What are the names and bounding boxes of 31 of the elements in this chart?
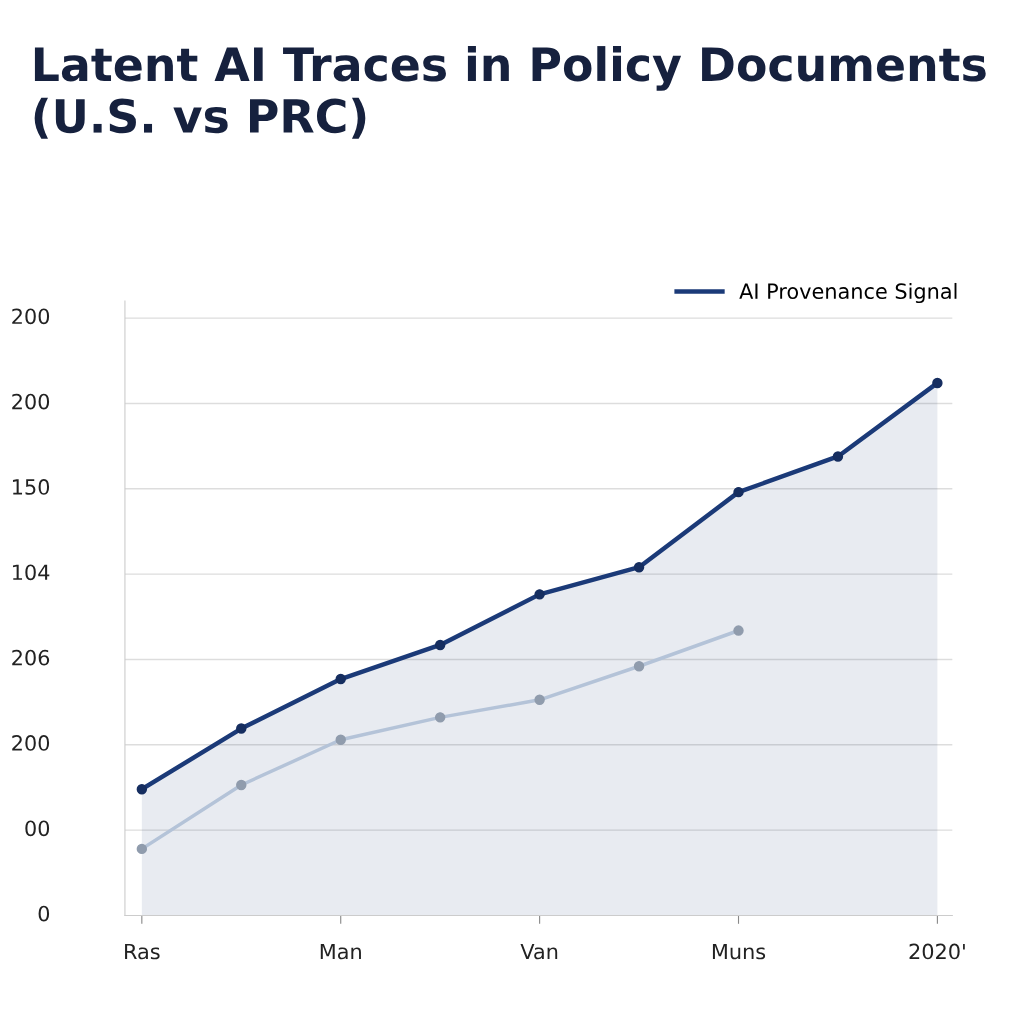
point xyxy=(335,734,346,745)
text: 0 xyxy=(38,905,50,922)
legend-label: AI Provenance Signal xyxy=(739,282,957,304)
text: 200 xyxy=(12,308,50,325)
point xyxy=(434,639,446,651)
x-tick-label: Van xyxy=(520,943,558,960)
point xyxy=(434,712,446,723)
x-tick-label: Muns xyxy=(712,943,766,960)
point xyxy=(932,377,943,389)
point xyxy=(534,694,545,706)
text: 150 xyxy=(12,479,50,495)
text: 104 xyxy=(12,564,50,581)
x-tick-label: Man xyxy=(320,943,361,960)
text: 206 xyxy=(12,649,50,666)
point xyxy=(832,451,844,462)
text: 00 xyxy=(25,820,50,837)
text: 200 xyxy=(12,735,50,751)
point xyxy=(733,486,744,498)
text: 200 xyxy=(12,393,50,410)
point xyxy=(236,723,247,734)
point xyxy=(335,673,346,685)
x-tick-label: 2020' xyxy=(909,943,965,960)
point xyxy=(633,661,645,672)
chart-title: Latent AI Traces in Policy Documents (U.S. vs PRC) xyxy=(34,46,986,139)
point xyxy=(136,784,148,795)
x-tick-label: Ras xyxy=(125,943,160,960)
point xyxy=(534,589,545,600)
point xyxy=(633,562,645,573)
point xyxy=(236,779,247,791)
point xyxy=(733,625,744,636)
point xyxy=(136,843,148,855)
